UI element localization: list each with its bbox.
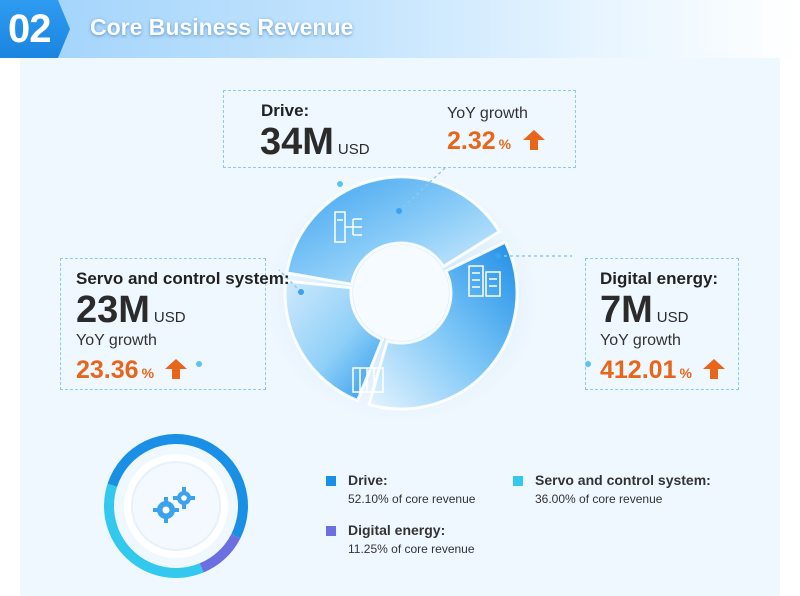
digital-yoy-value: 412.01 [600, 356, 677, 384]
page-title: Core Business Revenue [90, 14, 354, 40]
drive-value: 34M [260, 121, 334, 163]
digital-yoy-row: 412.01% [600, 358, 726, 383]
servo-unit: USD [153, 309, 186, 326]
gears-icon [153, 487, 195, 523]
drive-callout: Drive: 34M USD YoY growth 2.32% [223, 90, 576, 168]
digital-yoy-label: YoY growth [600, 332, 681, 349]
drive-unit: USD [337, 141, 370, 158]
drive-yoy-label: YoY growth [447, 105, 528, 122]
digital-yoy-unit: % [679, 365, 692, 381]
donut-slice-servo [104, 483, 204, 578]
header-bar [0, 0, 800, 58]
legend-name: Digital energy: [348, 522, 446, 538]
arrow-up-icon [522, 130, 545, 150]
arrow-up-icon [703, 359, 726, 379]
donut-inner-ring [131, 461, 221, 551]
servo-value-row: 23M USD [76, 291, 186, 329]
drive-label: Drive: [261, 101, 310, 120]
servo-yoy-value: 23.36 [76, 356, 139, 384]
legend-desc: 36.00% of core revenue [535, 492, 663, 506]
digital-label: Digital energy: [600, 269, 719, 288]
digital-value-row: 7M USD [600, 291, 688, 329]
drive-yoy-unit: % [498, 136, 512, 152]
donut-slice-digital [199, 533, 241, 573]
servo-yoy-label: YoY growth [76, 332, 157, 349]
section-number-badge: 02 [0, 0, 70, 58]
drive-yoy-value: 2.32 [447, 127, 496, 155]
section-number: 02 [8, 6, 51, 51]
digital-value: 7M [600, 289, 653, 331]
legend-desc: 11.25% of core revenue [348, 542, 475, 556]
servo-callout: Servo and control system: 23M USD YoY gro… [60, 258, 290, 390]
drive-yoy-row: 2.32% [447, 129, 546, 154]
drive-value-row: 34M USD [260, 123, 370, 161]
digital-unit: USD [656, 309, 689, 326]
arrow-up-icon [165, 359, 188, 379]
legend-name: Servo and control system: [535, 472, 711, 488]
servo-value: 23M [76, 289, 150, 331]
servo-label: Servo and control system: [76, 269, 290, 288]
legend-swatch-drive [326, 476, 336, 486]
legend-swatch-servo [513, 476, 523, 486]
legend-name: Drive: [348, 472, 388, 488]
legend-swatch-digital [326, 526, 336, 536]
servo-yoy-row: 23.36% [76, 358, 188, 383]
share-donut-chart [104, 434, 248, 578]
digital-callout: Digital energy: 7M USD YoY growth 412.01% [585, 258, 739, 390]
servo-yoy-unit: % [141, 365, 155, 381]
legend-desc: 52.10% of core revenue [348, 492, 476, 506]
